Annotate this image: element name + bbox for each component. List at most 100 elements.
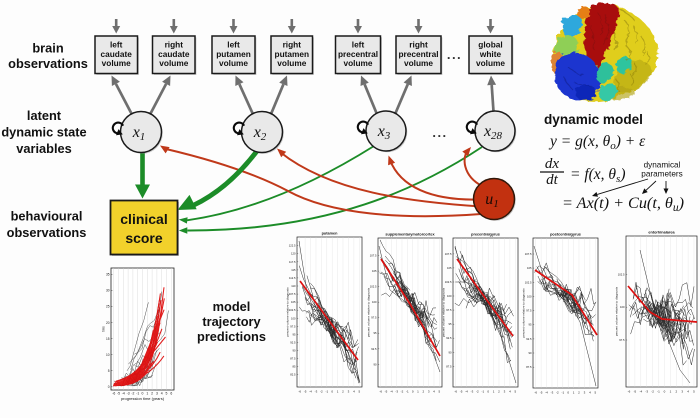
svg-text:2: 2 bbox=[422, 390, 424, 394]
svg-text:107.5: 107.5 bbox=[370, 254, 377, 258]
svg-text:100: 100 bbox=[447, 294, 452, 298]
svg-text:percent volume relative to dia: percent volume relative to diagnosis bbox=[522, 288, 526, 338]
svg-text:90: 90 bbox=[449, 350, 452, 354]
svg-text:observations: observations bbox=[8, 56, 88, 71]
svg-text:5: 5 bbox=[693, 390, 695, 394]
svg-text:105: 105 bbox=[372, 269, 377, 273]
svg-text:6: 6 bbox=[170, 392, 172, 396]
svg-text:-5: -5 bbox=[304, 390, 307, 394]
svg-text:0: 0 bbox=[567, 391, 569, 395]
svg-text:97.5: 97.5 bbox=[619, 338, 625, 342]
svg-text:5: 5 bbox=[166, 392, 168, 396]
svg-text:87.5: 87.5 bbox=[290, 357, 296, 361]
svg-text:white: white bbox=[479, 49, 502, 59]
svg-text:35: 35 bbox=[106, 273, 110, 277]
svg-text:1: 1 bbox=[417, 390, 419, 394]
svg-text:97.5: 97.5 bbox=[290, 324, 296, 328]
svg-text:latent: latent bbox=[27, 108, 62, 123]
svg-text:0: 0 bbox=[331, 390, 333, 394]
svg-text:102.5: 102.5 bbox=[370, 285, 377, 289]
svg-text:percent volume relative to dia: percent volume relative to diagnosis bbox=[367, 287, 371, 337]
svg-text:112.5: 112.5 bbox=[289, 276, 296, 280]
svg-text:supplementarymotorcortex: supplementarymotorcortex bbox=[385, 233, 435, 237]
svg-text:caudate: caudate bbox=[101, 49, 133, 59]
svg-text:102.5: 102.5 bbox=[289, 308, 296, 312]
svg-text:90: 90 bbox=[529, 351, 532, 355]
svg-text:4: 4 bbox=[433, 390, 435, 394]
svg-text:30: 30 bbox=[106, 289, 110, 293]
svg-text:dynamical: dynamical bbox=[644, 161, 681, 170]
svg-text:percent volume relative to dia: percent volume relative to diagnosis bbox=[615, 286, 619, 336]
svg-text:-3: -3 bbox=[315, 390, 318, 394]
svg-text:dynamic state: dynamic state bbox=[1, 125, 86, 140]
svg-text:105: 105 bbox=[527, 266, 532, 270]
svg-text:92.5: 92.5 bbox=[526, 337, 532, 341]
svg-text:5: 5 bbox=[108, 369, 110, 373]
svg-text:= f(x, θs): = f(x, θs) bbox=[570, 166, 626, 185]
svg-text:-4: -4 bbox=[390, 390, 393, 394]
svg-text:dt: dt bbox=[546, 172, 559, 188]
svg-text:-1: -1 bbox=[657, 390, 660, 394]
svg-text:95: 95 bbox=[293, 332, 296, 336]
svg-text:-6: -6 bbox=[454, 390, 457, 394]
svg-text:5: 5 bbox=[358, 390, 360, 394]
svg-text:-1: -1 bbox=[481, 390, 484, 394]
svg-text:behavioural: behavioural bbox=[11, 209, 83, 224]
svg-text:100: 100 bbox=[372, 300, 377, 304]
svg-text:-2: -2 bbox=[320, 390, 323, 394]
svg-text:100: 100 bbox=[620, 305, 625, 309]
svg-text:putamen: putamen bbox=[275, 49, 310, 59]
svg-text:-6: -6 bbox=[298, 390, 301, 394]
svg-text:3: 3 bbox=[156, 392, 158, 396]
svg-text:-2: -2 bbox=[476, 390, 479, 394]
svg-text:2: 2 bbox=[578, 391, 580, 395]
svg-text:4: 4 bbox=[353, 390, 355, 394]
svg-text:10: 10 bbox=[106, 353, 110, 357]
svg-text:3: 3 bbox=[428, 390, 430, 394]
svg-text:percent volume relative to dia: percent volume relative to diagnosis bbox=[442, 287, 446, 337]
svg-text:117.5: 117.5 bbox=[289, 260, 296, 264]
svg-text:volume: volume bbox=[404, 58, 433, 68]
svg-text:putamen: putamen bbox=[216, 49, 251, 59]
svg-text:107.5: 107.5 bbox=[289, 292, 296, 296]
svg-text:1: 1 bbox=[337, 390, 339, 394]
svg-text:120: 120 bbox=[291, 252, 296, 256]
svg-text:-5: -5 bbox=[540, 391, 543, 395]
svg-text:97.5: 97.5 bbox=[446, 308, 452, 312]
svg-text:-6: -6 bbox=[534, 391, 537, 395]
svg-text:5: 5 bbox=[594, 391, 596, 395]
svg-text:25: 25 bbox=[106, 305, 110, 309]
svg-text:90: 90 bbox=[293, 349, 296, 353]
svg-text:107.5: 107.5 bbox=[525, 252, 532, 256]
svg-text:global: global bbox=[478, 40, 502, 50]
svg-text:82.5: 82.5 bbox=[290, 373, 296, 377]
svg-text:105: 105 bbox=[447, 266, 452, 270]
svg-text:1: 1 bbox=[493, 390, 495, 394]
svg-text:trajectory: trajectory bbox=[202, 314, 261, 329]
svg-text:92.5: 92.5 bbox=[371, 347, 377, 351]
svg-text:y = g(x, θo) + ε: y = g(x, θo) + ε bbox=[548, 133, 646, 152]
svg-text:95: 95 bbox=[449, 322, 452, 326]
svg-text:102.5: 102.5 bbox=[618, 272, 625, 276]
svg-text:1: 1 bbox=[670, 390, 672, 394]
svg-text:-3: -3 bbox=[127, 392, 130, 396]
svg-text:precentralgyrus: precentralgyrus bbox=[471, 233, 500, 237]
svg-text:precentral: precentral bbox=[398, 49, 438, 59]
svg-text:115: 115 bbox=[291, 268, 296, 272]
svg-text:4: 4 bbox=[589, 391, 591, 395]
svg-text:left: left bbox=[110, 40, 123, 50]
svg-text:volume: volume bbox=[277, 58, 306, 68]
svg-text:volume: volume bbox=[343, 58, 372, 68]
svg-text:model: model bbox=[213, 299, 251, 314]
svg-text:-1: -1 bbox=[406, 390, 409, 394]
svg-text:0: 0 bbox=[664, 390, 666, 394]
svg-text:postcentralgyrus: postcentralgyrus bbox=[550, 233, 581, 237]
svg-text:4: 4 bbox=[509, 390, 511, 394]
svg-text:brain: brain bbox=[32, 40, 63, 55]
svg-text:87.5: 87.5 bbox=[446, 364, 452, 368]
svg-text:4: 4 bbox=[687, 390, 689, 394]
svg-text:-6: -6 bbox=[112, 392, 115, 396]
svg-text:right: right bbox=[283, 40, 302, 50]
svg-text:110: 110 bbox=[291, 284, 296, 288]
svg-text:92.5: 92.5 bbox=[446, 336, 452, 340]
